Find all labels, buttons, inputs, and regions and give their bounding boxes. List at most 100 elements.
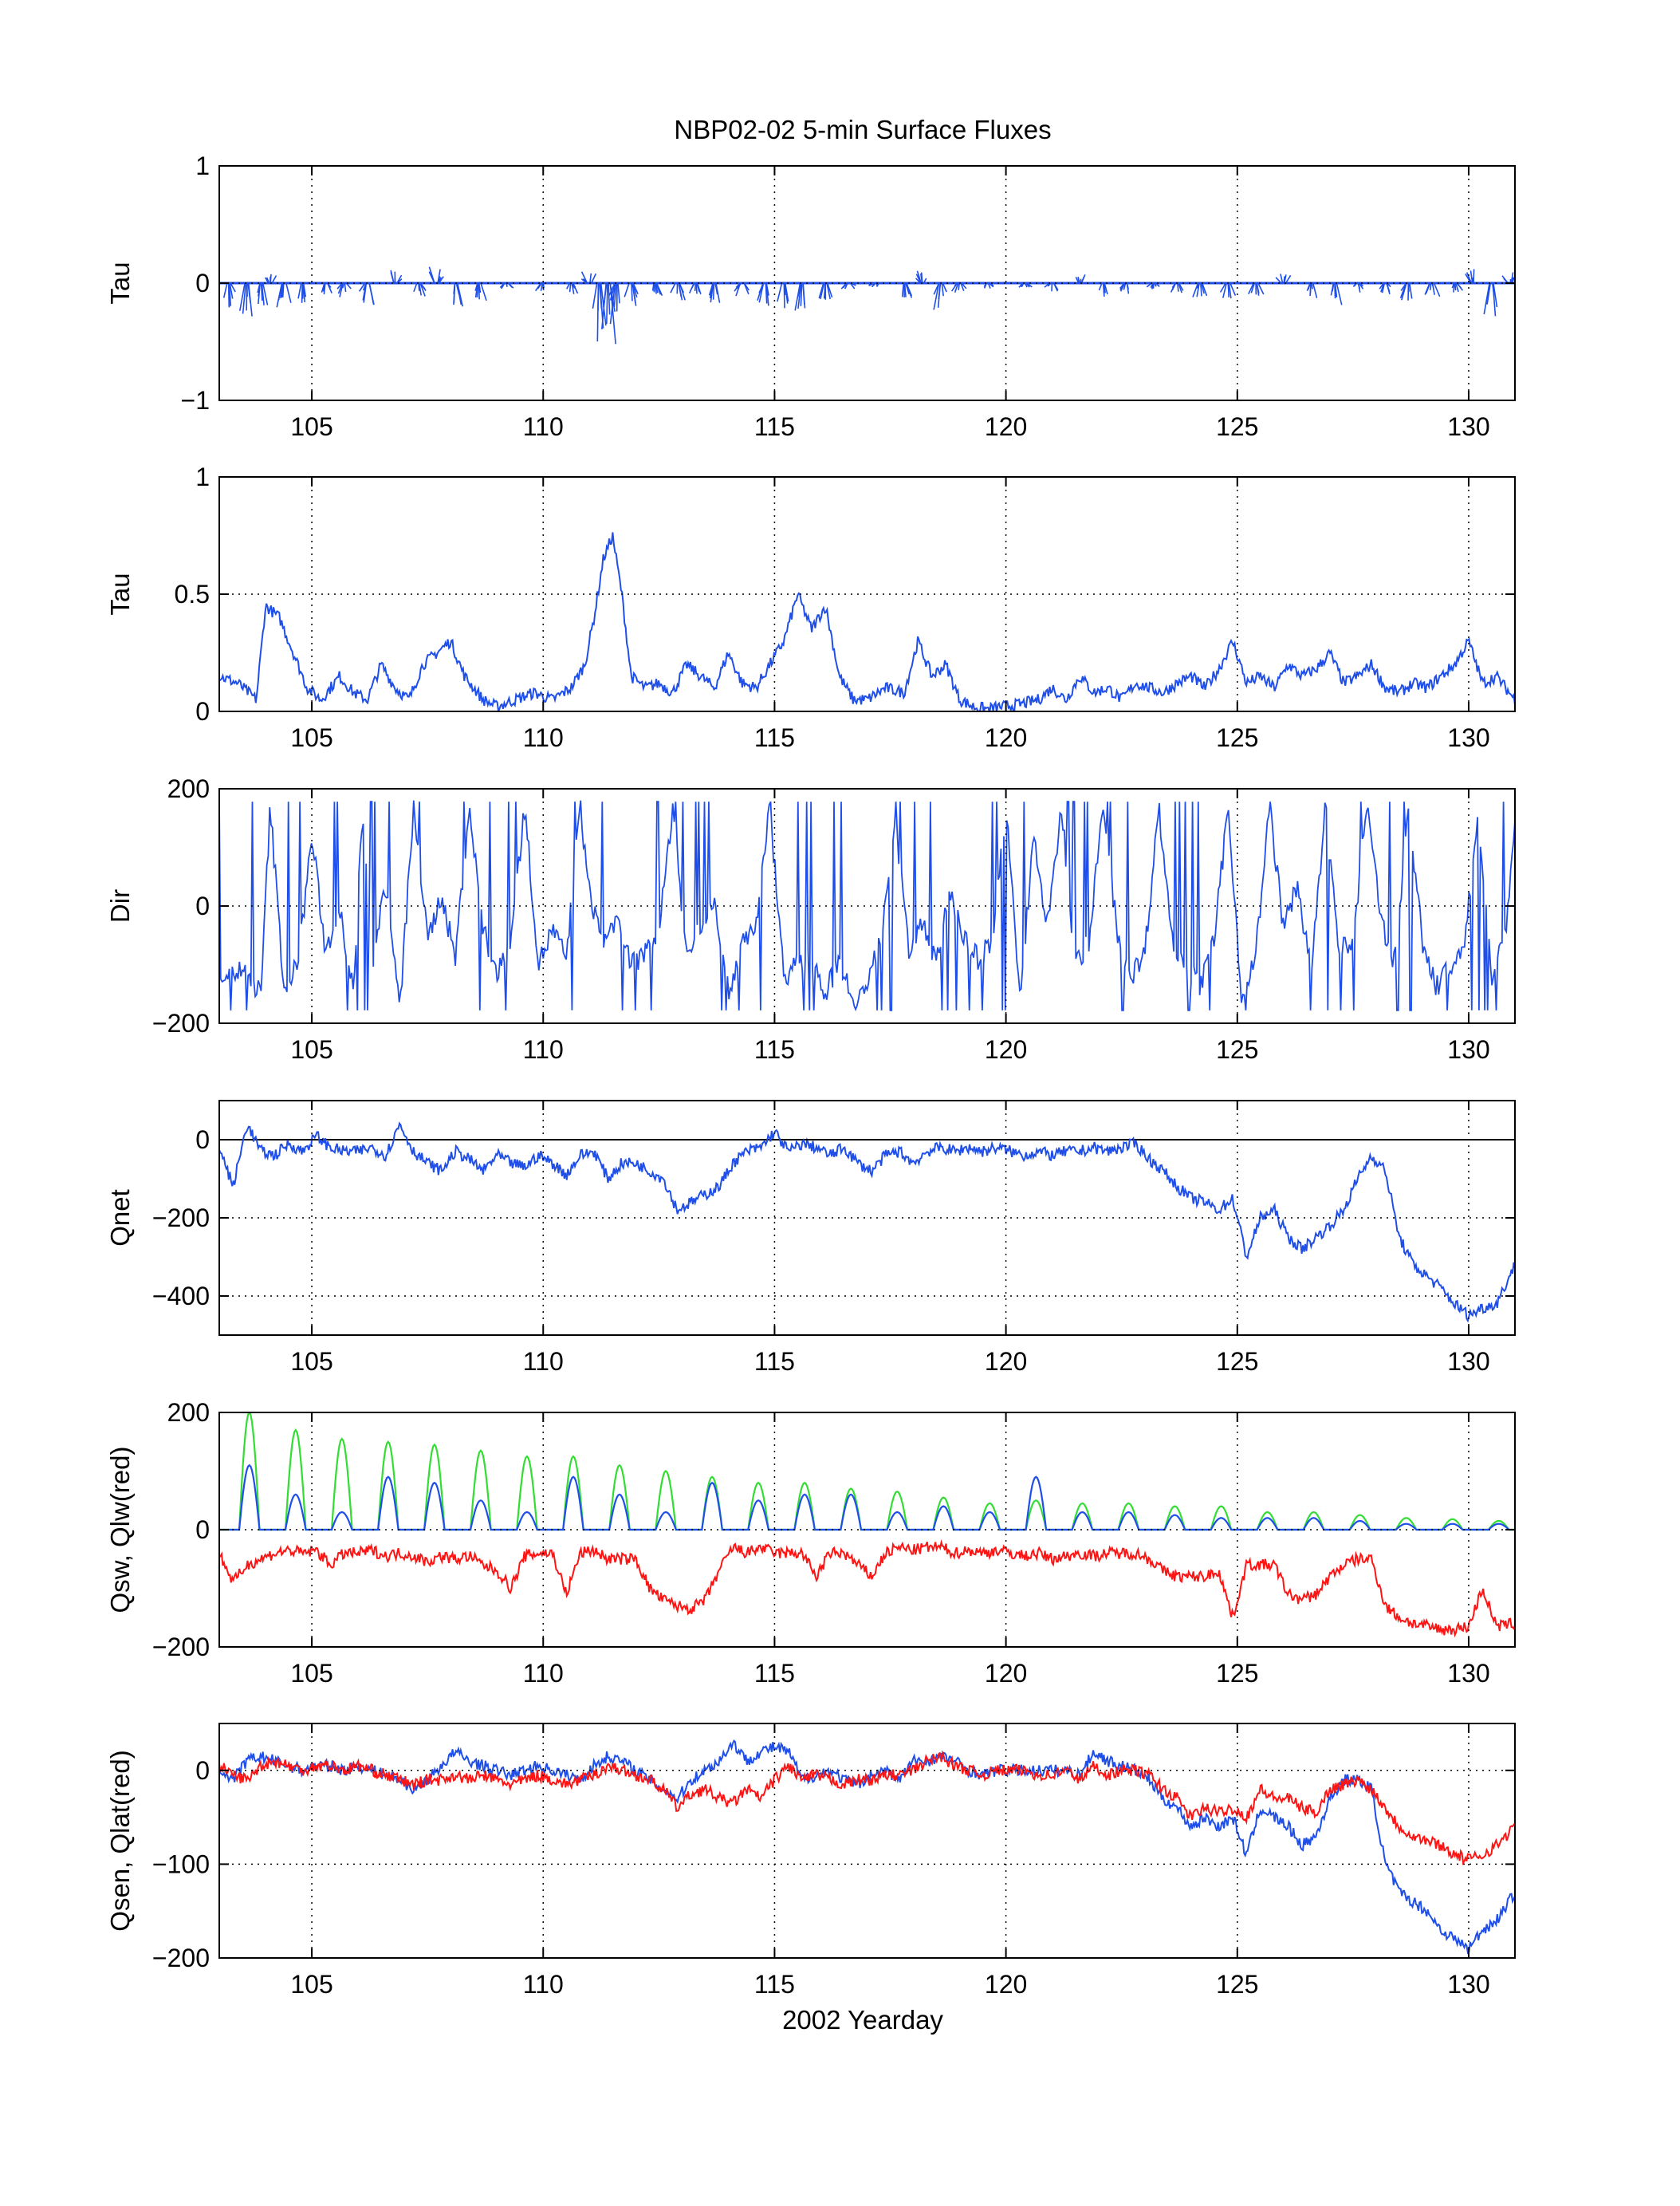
- x-tick-label: 130: [1447, 1659, 1489, 1688]
- tau-stick: [1431, 282, 1435, 295]
- tau-stick: [228, 282, 232, 306]
- tau-stick: [345, 282, 352, 290]
- tau-stick: [688, 282, 695, 293]
- tau-stick: [715, 282, 721, 303]
- x-tick-label: 115: [754, 1347, 795, 1376]
- series-blue-line: [219, 800, 1515, 1011]
- tau-stick: [342, 282, 344, 289]
- tau-stick: [271, 275, 277, 284]
- plot-area: [219, 1121, 1515, 1323]
- y-tick-label: 0: [195, 697, 210, 726]
- y-axis-label: Qsw, Qlw(red): [105, 1446, 135, 1613]
- tau-stick: [797, 282, 802, 309]
- tau-stick: [1200, 282, 1202, 297]
- tau-stick: [1123, 282, 1127, 290]
- tau-stick: [480, 282, 487, 301]
- tau-stick: [1336, 282, 1343, 305]
- tau-stick: [1359, 282, 1364, 287]
- tau-stick: [1357, 282, 1361, 290]
- tau-stick: [1307, 282, 1312, 290]
- plot-area: [219, 532, 1515, 711]
- tau-stick: [737, 282, 742, 290]
- tau-stick: [758, 282, 765, 303]
- tau-stick: [1381, 282, 1386, 293]
- tau-stick: [1386, 282, 1391, 288]
- tau-stick: [565, 282, 571, 290]
- tau-stick: [362, 282, 367, 301]
- x-tick-label: 125: [1216, 1970, 1258, 1999]
- y-axis-label: Qnet: [105, 1189, 135, 1247]
- axes-frame: [218, 1723, 1516, 1959]
- x-tick-label: 120: [985, 1035, 1027, 1064]
- tau-stick: [1467, 277, 1473, 284]
- tau-stick: [655, 282, 663, 297]
- tau-stick: [987, 282, 991, 289]
- panels-group: 105 110 115 120 125 130 −1 0 1 Tau 105 110 115 120 125…: [105, 152, 1516, 1999]
- x-tick-label: 105: [290, 1347, 332, 1376]
- tau-stick: [1425, 282, 1431, 294]
- x-tick-label: 125: [1216, 1035, 1258, 1064]
- tau-stick: [1465, 274, 1472, 284]
- tau-stick: [1077, 277, 1080, 284]
- tau-stick: [1192, 282, 1199, 297]
- tau-stick: [989, 282, 994, 288]
- tau-stick: [608, 282, 616, 296]
- x-tick-label: 130: [1447, 412, 1489, 441]
- tau-stick: [419, 282, 427, 291]
- tau-stick: [569, 282, 572, 293]
- tau-stick: [1429, 282, 1432, 290]
- tau-stick: [238, 282, 246, 311]
- y-tick-label: 0: [195, 269, 210, 297]
- tau-stick: [281, 282, 285, 298]
- tau-stick: [230, 282, 236, 293]
- tau-stick: [1080, 278, 1082, 284]
- tau-stick: [714, 282, 718, 295]
- tau-stick: [915, 278, 922, 284]
- x-tick-label: 120: [985, 723, 1027, 752]
- tau-stick: [961, 282, 967, 290]
- tau-stick: [960, 282, 965, 292]
- tau-stick: [258, 282, 262, 305]
- tau-stick: [277, 282, 283, 301]
- tau-stick: [261, 282, 265, 305]
- tau-stick: [849, 282, 856, 290]
- y-tick-label: −200: [152, 1203, 210, 1232]
- tau-stick: [1470, 270, 1473, 284]
- x-tick-label: 110: [523, 1970, 564, 1999]
- x-tick-label: 110: [523, 723, 564, 752]
- tau-stick: [1202, 282, 1208, 297]
- tau-stick: [802, 282, 806, 309]
- y-tick-label: 200: [167, 774, 210, 803]
- x-tick-label: 105: [290, 1035, 332, 1064]
- tau-stick: [1283, 276, 1287, 284]
- series-red-line: [219, 1750, 1515, 1866]
- y-tick-label: 0: [195, 1756, 210, 1785]
- x-tick-label: 115: [754, 1970, 795, 1999]
- tau-stick: [1386, 282, 1391, 295]
- tau-stick: [1126, 282, 1130, 294]
- plot-area: [219, 1739, 1515, 1955]
- tau-stick: [871, 282, 876, 288]
- tau-stick: [654, 282, 658, 294]
- x-tick-label: 130: [1447, 1970, 1489, 1999]
- tau-stick: [572, 282, 579, 294]
- tau-stick: [1021, 282, 1025, 288]
- y-axis-label: Tau: [105, 262, 135, 304]
- y-tick-label: −200: [152, 1633, 210, 1661]
- tau-stick: [542, 282, 545, 289]
- tau-stick: [696, 282, 700, 293]
- tau-stick: [534, 282, 542, 292]
- x-tick-label: 125: [1216, 412, 1258, 441]
- x-tick-label: 105: [290, 1659, 332, 1688]
- tau-stick: [823, 282, 826, 299]
- tau-stick: [1285, 274, 1292, 284]
- tau-stick: [954, 282, 959, 287]
- tau-stick: [339, 282, 344, 297]
- tau-stick: [428, 266, 435, 284]
- x-tick-label: 110: [523, 1035, 564, 1064]
- tau-stick: [228, 282, 230, 308]
- x-tick-label: 125: [1216, 1347, 1258, 1376]
- tau-stick: [617, 282, 620, 304]
- x-tick-label: 125: [1216, 1659, 1258, 1688]
